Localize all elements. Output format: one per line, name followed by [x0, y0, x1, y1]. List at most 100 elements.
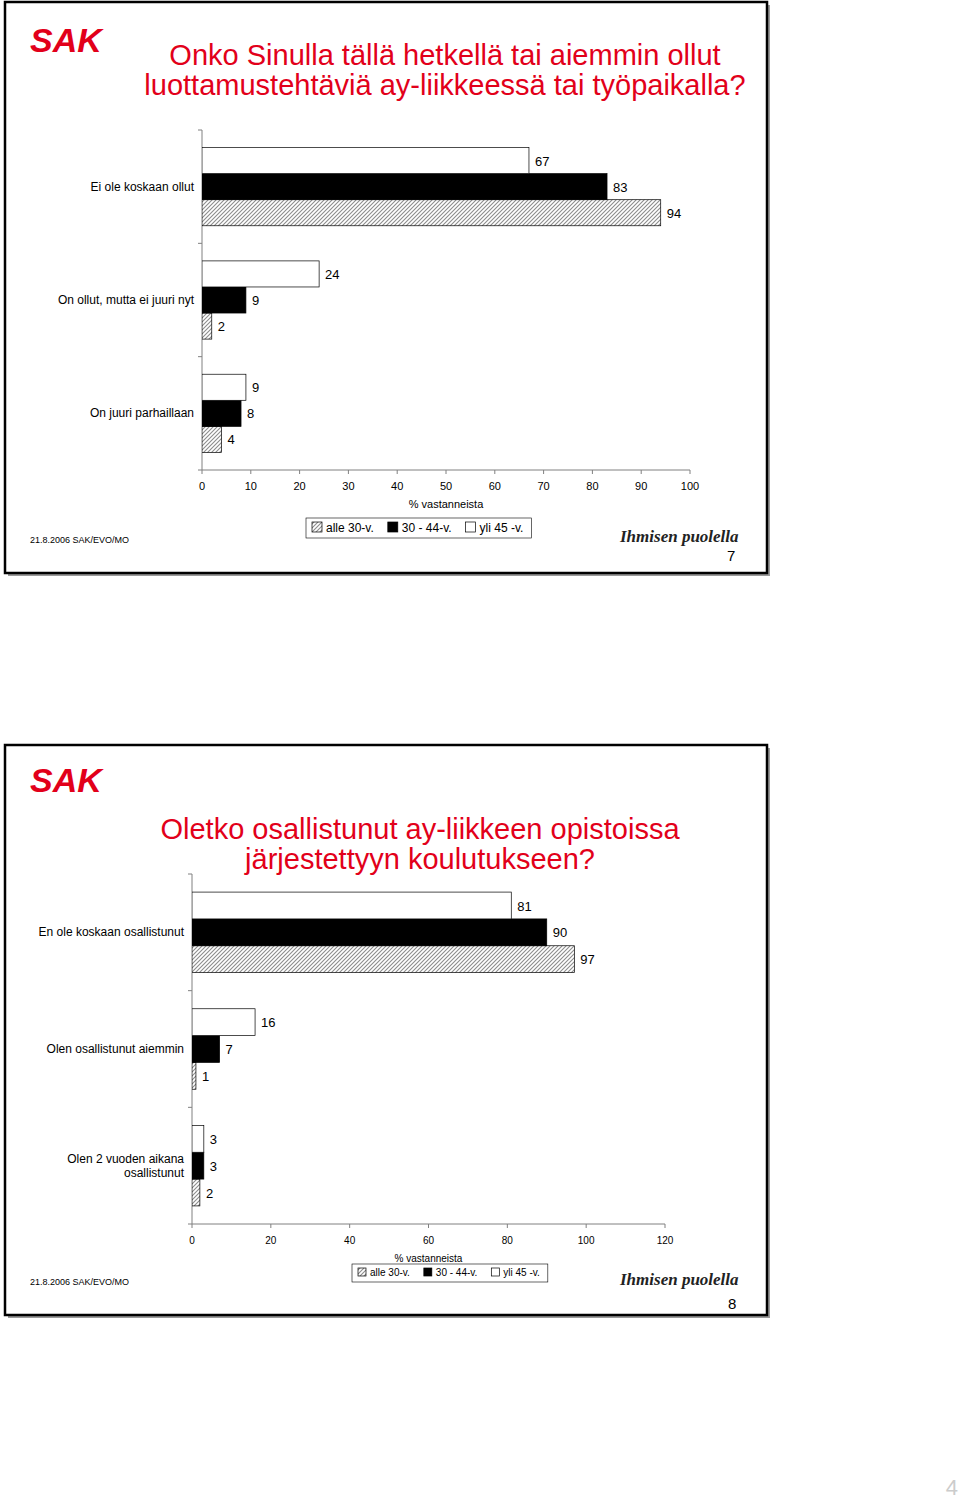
bar: [202, 261, 319, 287]
bar: [192, 1125, 204, 1152]
legend-swatch: [466, 522, 476, 532]
x-tick: [446, 470, 447, 474]
legend-frame: [352, 1264, 548, 1282]
legend-label: yli 45 -v.: [480, 521, 524, 535]
data-label: 67: [535, 154, 549, 169]
x-tick-label: 20: [265, 1235, 277, 1246]
x-tick-label: 0: [199, 480, 205, 492]
x-tick: [641, 470, 642, 474]
bar: [202, 148, 529, 174]
bars: [192, 892, 574, 1206]
slide: 020406080100120% vastanneistaEn ole kosk…: [5, 745, 770, 1318]
bar: [202, 400, 241, 426]
legend-label: 30 - 44-v.: [436, 1267, 478, 1278]
bar: [192, 1179, 200, 1206]
data-label: 16: [261, 1015, 275, 1030]
data-label: 90: [553, 925, 567, 940]
legend-frame: [306, 518, 531, 538]
legend-label: yli 45 -v.: [503, 1267, 540, 1278]
frame: [5, 2, 767, 573]
data-label: 81: [517, 899, 531, 914]
data-label: 9: [252, 380, 259, 395]
x-tick: [428, 1224, 429, 1228]
category-tick: [188, 874, 192, 875]
bar: [202, 426, 222, 452]
x-tick-label: 120: [657, 1235, 674, 1246]
footer-date: 21.8.2006 SAK/EVO/MO: [30, 535, 129, 545]
title: Oletko osallistunut ay-liikkeen opistois…: [80, 814, 760, 874]
page: 0102030405060708090100% vastanneistaEi o…: [0, 0, 960, 1500]
x-tick: [349, 1224, 350, 1228]
x-tick-label: 60: [423, 1235, 435, 1246]
bar: [192, 946, 574, 973]
slide: 0102030405060708090100% vastanneistaEi o…: [5, 2, 770, 576]
data-labels: 9424839867249: [218, 154, 681, 448]
data-label: 83: [613, 180, 627, 195]
slogan: Ihmisen puolella: [619, 527, 739, 546]
category-tick: [198, 243, 202, 244]
data-label: 8: [247, 406, 254, 421]
data-label: 9: [252, 293, 259, 308]
x-axis-label: % vastanneista: [395, 1253, 463, 1264]
category-label: En ole koskaan osallistunut: [39, 925, 185, 939]
x-tick-label: 60: [489, 480, 501, 492]
data-label: 94: [667, 206, 681, 221]
data-label: 3: [210, 1159, 217, 1174]
data-label: 2: [206, 1186, 213, 1201]
x-tick: [543, 470, 544, 474]
category-label: On ollut, mutta ei juuri nyt: [58, 293, 195, 307]
x-tick: [494, 470, 495, 474]
category-tick: [198, 130, 202, 131]
category-tick: [188, 1107, 192, 1108]
category-tick: [188, 1224, 192, 1225]
logo: SAK: [30, 761, 104, 799]
data-label: 2: [218, 319, 225, 334]
title: Onko Sinulla tällä hetkellä tai aiemmin …: [135, 40, 755, 100]
x-tick-label: 90: [635, 480, 647, 492]
category-tick: [198, 356, 202, 357]
x-tick-label: 70: [537, 480, 549, 492]
category-label: On juuri parhaillaan: [90, 406, 194, 420]
x-tick-label: 40: [391, 480, 403, 492]
data-labels: 9712907381163: [202, 899, 595, 1201]
category-tick: [198, 470, 202, 471]
page-number: 4: [946, 1475, 958, 1500]
x-tick: [592, 470, 593, 474]
bar: [202, 287, 246, 313]
bar: [192, 1009, 255, 1036]
x-tick-label: 100: [681, 480, 699, 492]
x-tick: [299, 470, 300, 474]
legend-swatch: [491, 1268, 499, 1276]
bar: [192, 1062, 196, 1089]
x-tick-label: 100: [578, 1235, 595, 1246]
bar: [192, 1036, 220, 1063]
legend-swatch: [358, 1268, 366, 1276]
bar: [202, 313, 212, 339]
x-tick: [202, 470, 203, 474]
category-label: Olen 2 vuoden aikanaosallistunut: [67, 1152, 184, 1180]
footer-date: 21.8.2006 SAK/EVO/MO: [30, 1277, 129, 1287]
logo: SAK: [30, 21, 104, 59]
x-tick: [397, 470, 398, 474]
legend-label: alle 30-v.: [370, 1267, 410, 1278]
x-tick-label: 50: [440, 480, 452, 492]
category-tick: [188, 990, 192, 991]
x-tick: [586, 1224, 587, 1228]
data-label: 1: [202, 1069, 209, 1084]
x-tick-label: 30: [342, 480, 354, 492]
x-tick: [192, 1224, 193, 1228]
x-tick-label: 80: [502, 1235, 514, 1246]
frame: [5, 745, 767, 1315]
bar: [202, 374, 246, 400]
legend: alle 30-v.30 - 44-v.yli 45 -v.: [306, 518, 531, 538]
bar: [192, 919, 547, 946]
data-label: 3: [210, 1132, 217, 1147]
slogan: Ihmisen puolella: [619, 1270, 739, 1289]
data-label: 4: [228, 432, 235, 447]
bar: [192, 892, 511, 919]
legend: alle 30-v. 30 - 44-v. yli 45 -v.: [352, 1264, 548, 1282]
x-tick: [690, 470, 691, 474]
bar: [202, 174, 607, 200]
category-label: Ei ole koskaan ollut: [91, 180, 195, 194]
slide-number: 7: [727, 547, 735, 564]
